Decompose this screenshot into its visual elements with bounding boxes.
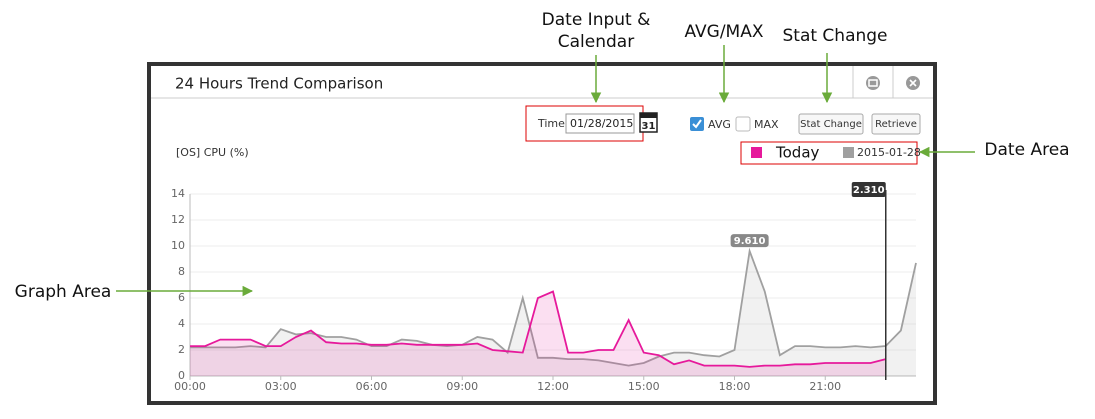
x-tick-label: 09:00 — [446, 380, 478, 393]
retrieve-label: Retrieve — [875, 119, 917, 130]
series-area — [190, 291, 886, 376]
x-tick-label: 12:00 — [537, 380, 569, 393]
series-line — [190, 247, 917, 367]
restore-button[interactable] — [866, 76, 880, 90]
y-tick-label: 14 — [171, 187, 185, 200]
y-tick-label: 10 — [171, 239, 185, 252]
stat-change-label: Stat Change — [800, 119, 862, 130]
calendar-button[interactable] — [639, 112, 658, 133]
callout: Date Input & — [542, 10, 651, 30]
window-title: 24 Hours Trend Comparison — [175, 75, 383, 93]
callout: Graph Area — [15, 282, 112, 302]
x-tick-label: 03:00 — [265, 380, 297, 393]
time-label: Time — [537, 117, 565, 130]
check-mark — [692, 119, 702, 129]
y-tick-label: 6 — [178, 291, 185, 304]
close-button[interactable] — [906, 76, 920, 90]
date-input[interactable] — [565, 113, 635, 134]
calendar-day: 31 — [642, 121, 656, 132]
legend-swatch — [843, 147, 854, 158]
legend-label: 2015-01-28 — [857, 146, 921, 159]
annotation-label: 9.610 — [734, 236, 766, 247]
y-tick-label: 12 — [171, 213, 185, 226]
max-checkbox[interactable] — [735, 116, 751, 132]
x-tick-label: 21:00 — [809, 380, 841, 393]
cursor-box — [851, 182, 886, 197]
date-value: 01/28/2015 — [570, 117, 633, 130]
callout: Stat Change — [782, 26, 887, 46]
x-tick-label: 18:00 — [719, 380, 751, 393]
cursor-label: 2.310 — [853, 185, 885, 196]
legend-swatch — [751, 147, 762, 158]
x-tick-label: 06:00 — [356, 380, 388, 393]
callout: Calendar — [558, 32, 634, 52]
y-tick-label: 4 — [178, 317, 185, 330]
legend-label: Today — [775, 144, 820, 162]
stat-change-button[interactable] — [798, 113, 864, 135]
x-tick-label: 15:00 — [628, 380, 660, 393]
highlight-box — [740, 141, 918, 165]
y-tick-label: 8 — [178, 265, 185, 278]
y-tick-label: 2 — [178, 343, 185, 356]
y-tick-label: 0 — [178, 369, 185, 382]
retrieve-button[interactable] — [871, 113, 921, 135]
x-tick-label: 00:00 — [174, 380, 206, 393]
y-axis-label: [OS] CPU (%) — [176, 146, 249, 159]
annotation-box — [730, 234, 769, 248]
callout: AVG/MAX — [684, 22, 763, 42]
callout: Date Area — [984, 140, 1069, 160]
series-line — [190, 290, 886, 368]
avg-label: AVG — [708, 118, 731, 131]
max-label: MAX — [754, 118, 779, 131]
